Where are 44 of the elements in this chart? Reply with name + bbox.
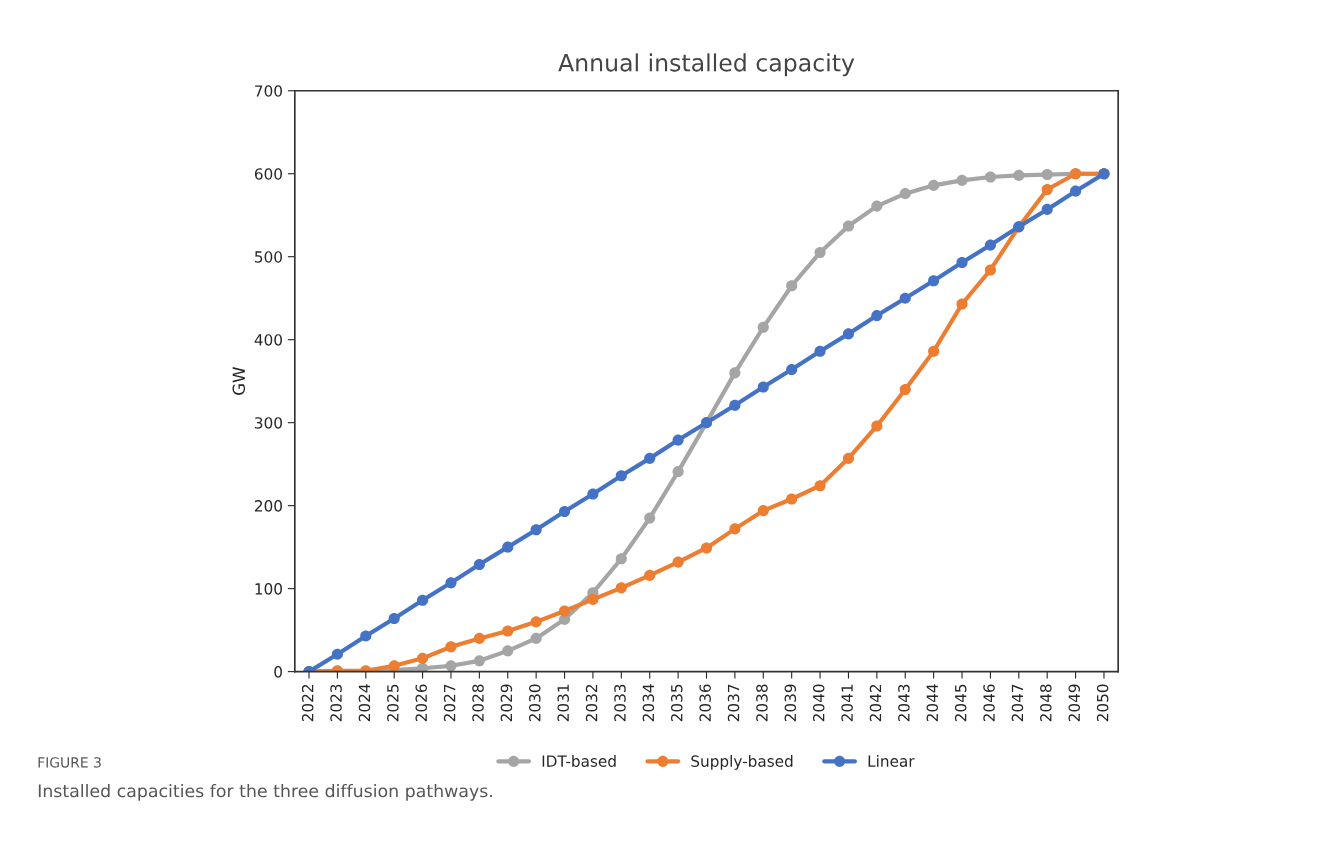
y-tick-label: 200: [254, 500, 282, 512]
x-tick-label: 2032: [585, 684, 598, 722]
text: Installed capacities for the three diffusion pathways.: [38, 783, 492, 801]
legend-label: IDT-based: [542, 755, 616, 767]
x-tick-label: 2031: [557, 684, 569, 722]
x-tick-label: 2035: [670, 684, 683, 722]
chart-title: Annual installed capacity: [558, 53, 855, 77]
x-tick-label: 2037: [727, 684, 740, 722]
x-tick-label: 2045: [954, 684, 967, 722]
y-tick-label: 400: [254, 334, 282, 346]
x-tick-label: 2028: [472, 684, 484, 722]
x-tick-label: 2039: [784, 684, 797, 722]
y-tick-label: 500: [255, 251, 282, 263]
x-tick-label: 2034: [642, 684, 655, 722]
x-tick-label: 2036: [699, 684, 711, 722]
x-tick-label: 2046: [983, 684, 995, 722]
x-tick-label: 2030: [529, 684, 541, 722]
x-tick-label: 2048: [1040, 684, 1052, 722]
x-tick-label: 2047: [1011, 684, 1024, 722]
x-tick-label: 2022: [301, 684, 314, 722]
x-tick-label: 2023: [330, 684, 342, 722]
x-tick-label: 2033: [614, 684, 626, 722]
x-tick-label: 2027: [443, 684, 456, 722]
x-tick-label: 2026: [415, 684, 428, 722]
x-tick-label: 2040: [812, 684, 825, 722]
x-tick-label: 2038: [756, 684, 768, 722]
x-tick-label: 2044: [926, 684, 939, 722]
legend-label: Linear: [868, 755, 915, 767]
x-tick-label: 2042: [869, 684, 882, 722]
y-axis-title: GW: [232, 367, 246, 395]
x-tick-label: 2025: [387, 684, 399, 722]
x-tick-label: 2029: [500, 684, 513, 722]
legend-label: Supply-based: [691, 755, 793, 770]
x-tick-label: 2049: [1068, 684, 1081, 722]
y-tick-label: 0: [274, 666, 282, 678]
x-tick-label: 2043: [898, 684, 910, 722]
y-tick-label: 600: [254, 168, 282, 180]
x-tick-label: 2050: [1096, 684, 1109, 722]
x-tick-label: 2041: [841, 684, 853, 722]
x-tick-label: 2024: [358, 684, 371, 722]
y-tick-label: 300: [255, 417, 282, 429]
y-tick-label: 100: [255, 583, 282, 595]
caption: FIGURE 3: [38, 757, 101, 768]
y-tick-label: 700: [255, 85, 282, 97]
